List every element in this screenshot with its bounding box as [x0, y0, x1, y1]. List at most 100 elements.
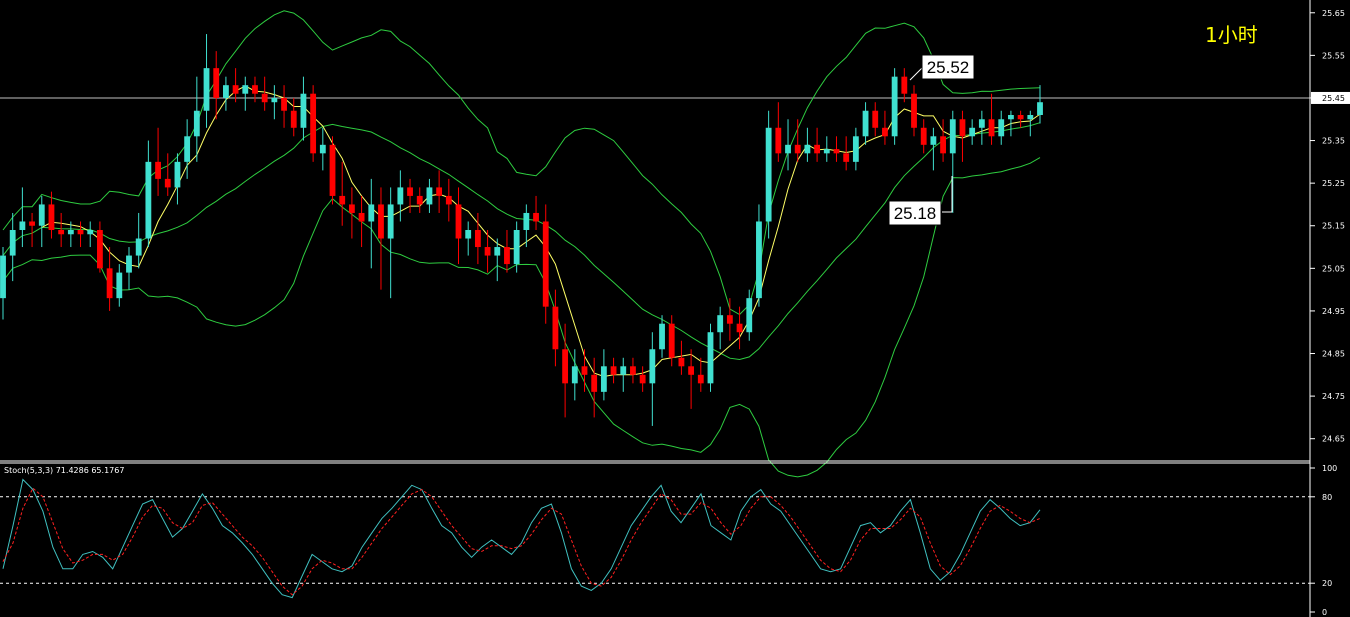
candle-body — [387, 204, 394, 239]
candle — [523, 204, 530, 248]
candle — [659, 315, 665, 358]
candle — [562, 323, 569, 418]
candle — [542, 204, 549, 324]
stoch-tick-label: 0 — [1322, 608, 1327, 617]
candle — [319, 127, 326, 171]
candle — [242, 76, 249, 111]
candle-body — [174, 161, 181, 188]
high-annotation: 25.52 — [909, 54, 975, 81]
candle-body — [901, 76, 908, 94]
candle — [930, 127, 937, 171]
candle — [106, 247, 113, 311]
candle-body — [48, 204, 55, 230]
candle — [397, 170, 404, 222]
candle — [232, 68, 239, 103]
candle — [484, 230, 491, 273]
candle — [474, 212, 481, 265]
candle — [668, 315, 675, 367]
current-price-label: 25.45 — [1322, 94, 1345, 103]
candle-body — [155, 161, 161, 179]
candle-body — [213, 68, 220, 98]
candle — [126, 247, 132, 290]
candle-body — [785, 144, 791, 154]
candle-body — [998, 119, 1005, 137]
candle-body — [736, 323, 743, 333]
candle — [97, 221, 103, 273]
bollinger-bands — [2, 10, 1041, 478]
candle — [533, 195, 539, 230]
candle — [174, 153, 181, 205]
candle — [571, 349, 578, 401]
candle — [87, 221, 94, 248]
candle-body — [416, 195, 423, 205]
candle — [416, 187, 423, 213]
candle-body — [426, 187, 433, 205]
candle-body — [38, 204, 45, 226]
candle — [891, 68, 898, 145]
candle — [862, 102, 869, 145]
candle-body — [319, 144, 326, 154]
candle-body — [562, 349, 569, 384]
candle-body — [571, 366, 578, 384]
candle-body — [920, 127, 927, 145]
candle-body — [862, 110, 869, 137]
candle — [436, 170, 443, 213]
candle-body — [1027, 115, 1034, 120]
candle-body — [9, 230, 16, 256]
candle-body — [271, 97, 278, 103]
candle-body — [58, 230, 65, 235]
candle — [1017, 110, 1024, 128]
stoch-tick-label: 20 — [1322, 579, 1332, 588]
candle — [290, 97, 297, 137]
current-price-tag — [1311, 91, 1350, 104]
candle-body — [649, 349, 656, 384]
candle — [852, 127, 859, 171]
candle-body — [843, 153, 850, 162]
candle-body — [794, 144, 801, 154]
candle-body — [242, 85, 249, 94]
candle — [833, 136, 840, 162]
price-tick-label: 24.95 — [1322, 307, 1345, 316]
candle — [494, 238, 501, 282]
candle-body — [252, 85, 258, 94]
candle — [222, 76, 229, 111]
candle — [959, 110, 966, 162]
candle — [775, 102, 782, 162]
candle-body — [591, 374, 598, 392]
candle — [455, 187, 462, 265]
candle-body — [659, 323, 665, 350]
price-tick-label: 25.25 — [1322, 179, 1345, 188]
candle-body — [300, 93, 307, 128]
candle — [901, 68, 908, 103]
candle — [465, 221, 472, 256]
candle-body — [978, 119, 985, 128]
candle-body — [368, 204, 375, 222]
candle — [9, 212, 16, 282]
candle — [678, 340, 685, 375]
candle — [649, 332, 656, 426]
candle — [513, 221, 520, 273]
candle-body — [581, 366, 588, 375]
candle — [756, 204, 762, 307]
candle — [504, 230, 510, 273]
candle-body — [969, 127, 976, 137]
candle — [949, 110, 956, 213]
candle-body — [610, 366, 617, 375]
candle — [600, 349, 607, 401]
candle — [19, 187, 26, 248]
candle-body — [455, 204, 462, 239]
candle — [581, 349, 588, 392]
candle-body — [804, 144, 811, 154]
candle — [610, 357, 617, 384]
candle-body — [184, 136, 191, 162]
stoch-k-line — [2, 478, 1041, 599]
price-tick-label: 24.65 — [1322, 435, 1345, 444]
candle-body — [116, 272, 123, 299]
candle — [58, 212, 65, 248]
candle-body — [436, 187, 443, 196]
candle — [48, 191, 55, 239]
candle-body — [348, 204, 355, 213]
candle — [445, 178, 452, 222]
candle — [271, 85, 278, 120]
candle-body — [533, 212, 539, 222]
